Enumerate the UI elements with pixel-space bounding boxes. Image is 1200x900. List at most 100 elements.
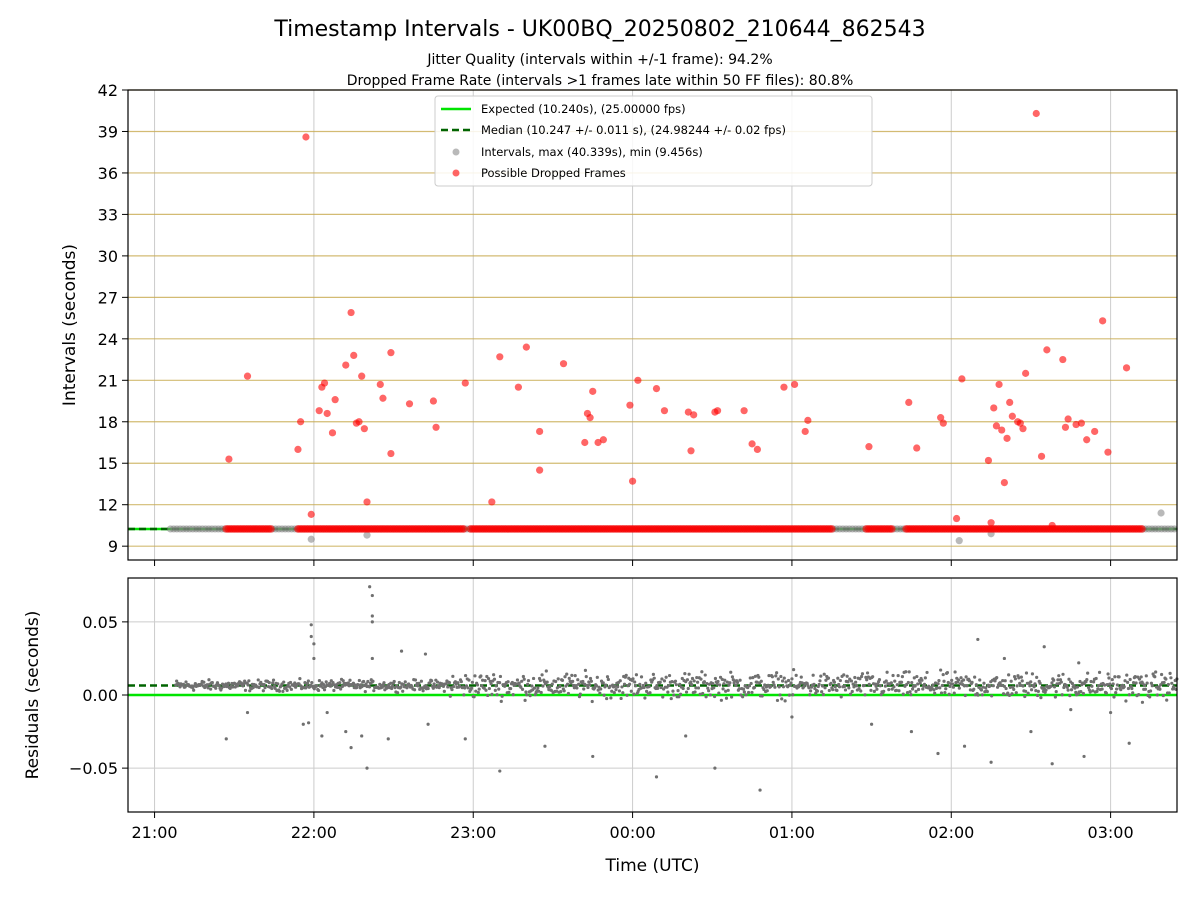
residual-point xyxy=(1127,693,1131,697)
residual-point xyxy=(1034,688,1038,693)
intervals-panel: 9 12 15 18 21 24 27 30 33 36 39 42 Intervals (secon… xyxy=(60,81,1178,566)
residual-point xyxy=(747,684,752,688)
dropped-frame-point xyxy=(536,466,544,474)
residual-point xyxy=(497,687,501,691)
residual-point xyxy=(570,673,574,677)
residual-point xyxy=(559,690,563,694)
residual-point xyxy=(809,689,813,693)
residual-point xyxy=(852,685,856,689)
residual-point xyxy=(583,668,588,673)
residual-point xyxy=(970,680,974,684)
residual-point xyxy=(1038,681,1042,685)
residual-point xyxy=(492,673,496,677)
residual-point xyxy=(821,692,825,697)
residual-point xyxy=(863,693,867,697)
residual-point xyxy=(353,683,357,687)
residual-point xyxy=(755,680,759,684)
residual-point xyxy=(599,687,603,691)
dropped-frame-point xyxy=(628,477,637,485)
residual-point xyxy=(720,677,724,681)
residual-point xyxy=(1089,679,1093,684)
residual-point xyxy=(622,682,627,686)
residual-point xyxy=(1014,691,1018,695)
residual-point xyxy=(862,683,866,688)
residuals-x-ticks: 21:00 22:00 23:00 00:00 01:00 02:00 03:00 xyxy=(132,812,1134,842)
residual-point xyxy=(582,687,586,691)
residual-point xyxy=(686,686,690,691)
residual-point xyxy=(1074,690,1078,694)
residual-point xyxy=(950,682,955,686)
residual-point xyxy=(770,675,774,679)
residual-point xyxy=(312,687,316,691)
residual-point xyxy=(413,678,418,682)
residual-point xyxy=(1096,687,1100,691)
residual-point xyxy=(1125,673,1129,677)
residual-point xyxy=(480,678,485,682)
residual-point xyxy=(812,682,816,686)
residual-point xyxy=(367,685,372,689)
residual-point xyxy=(923,676,927,680)
residual-point xyxy=(684,690,689,694)
residual-point xyxy=(1106,672,1110,676)
residual-point xyxy=(725,680,729,684)
residual-point xyxy=(1143,683,1147,687)
residual-point xyxy=(985,689,989,694)
dropped-frame-point xyxy=(684,408,692,416)
residual-point xyxy=(202,680,206,684)
residual-point xyxy=(226,681,231,685)
residual-point xyxy=(893,679,897,683)
residual-point xyxy=(1150,684,1154,688)
residual-point xyxy=(1086,671,1090,675)
residual-point xyxy=(541,684,545,688)
residual-point xyxy=(702,680,706,684)
dropped-frame-point xyxy=(790,380,799,389)
dropped-frame-point xyxy=(984,456,993,465)
residual-point xyxy=(317,679,322,683)
residual-point xyxy=(931,683,935,687)
residual-point xyxy=(506,680,510,684)
residual-point xyxy=(874,684,878,688)
residual-point xyxy=(355,685,359,690)
residual-point xyxy=(843,688,848,692)
residual-point xyxy=(348,678,352,682)
residual-point xyxy=(656,686,660,691)
residual-point xyxy=(758,788,762,792)
residual-point xyxy=(522,677,526,681)
residual-point xyxy=(786,685,790,689)
residual-point xyxy=(602,693,606,697)
residual-point xyxy=(1035,675,1039,679)
residual-point xyxy=(309,623,313,627)
dropped-frame-point xyxy=(522,343,530,351)
residual-point xyxy=(728,681,732,685)
residual-point xyxy=(925,670,929,675)
residual-point xyxy=(1159,672,1164,677)
residual-point xyxy=(664,675,668,679)
dropped-frame-point xyxy=(634,376,642,384)
residual-point xyxy=(554,689,559,693)
residual-point xyxy=(423,652,428,656)
residual-point xyxy=(1122,685,1126,689)
dropped-frame-point xyxy=(328,429,337,437)
residual-point xyxy=(1133,675,1137,679)
residual-point xyxy=(175,679,179,683)
residual-point xyxy=(1167,691,1171,695)
dropped-frame-point xyxy=(514,383,522,391)
residual-point xyxy=(236,684,240,688)
residual-point xyxy=(1013,677,1018,681)
residual-point xyxy=(945,670,950,675)
residual-point xyxy=(1042,645,1046,649)
residual-point xyxy=(368,585,372,589)
residual-point xyxy=(908,690,912,694)
chart-subtitle-dropped: Dropped Frame Rate (intervals >1 frames … xyxy=(347,73,854,89)
residual-point xyxy=(322,688,327,692)
residual-point xyxy=(380,685,384,689)
residual-point xyxy=(545,680,549,684)
residual-point xyxy=(456,681,460,685)
dropped-frame-point xyxy=(536,427,544,436)
residual-point xyxy=(771,680,775,684)
residual-point xyxy=(1097,670,1102,674)
residual-point xyxy=(811,673,815,677)
dropped-frame-point xyxy=(652,384,661,393)
residual-point xyxy=(1002,656,1006,661)
residual-point xyxy=(753,674,757,678)
